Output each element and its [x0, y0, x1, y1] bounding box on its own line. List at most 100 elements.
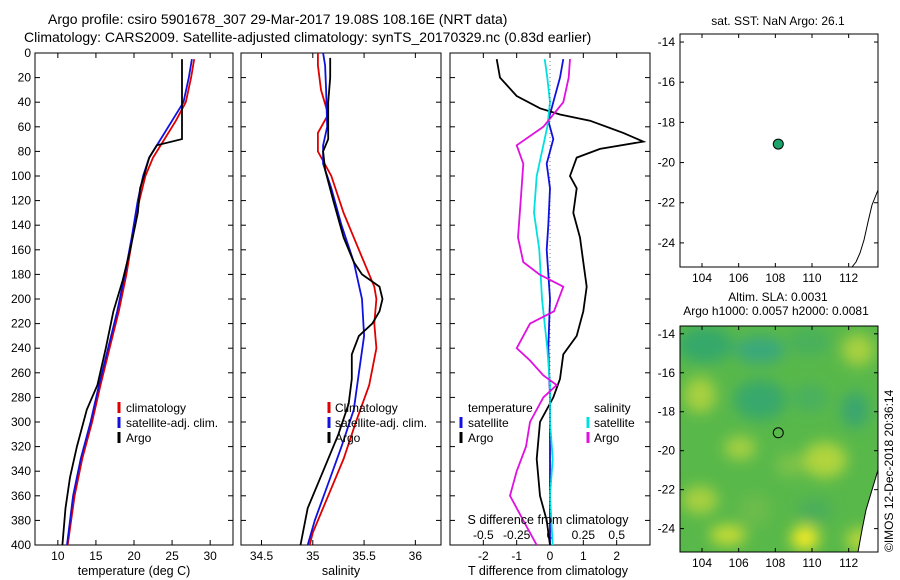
x-tick-label: 2 [613, 549, 620, 563]
series-line-temperature-argo [495, 58, 647, 545]
series-line-climatology [66, 58, 196, 545]
map-y-tick-label: -22 [658, 196, 676, 210]
map-y-tick-label: -18 [658, 405, 676, 419]
map-x-tick-label: 110 [802, 556, 821, 570]
series-line-argo [61, 59, 183, 545]
x-tick-label: 1 [580, 549, 587, 563]
y-tick-label: 220 [11, 317, 31, 331]
sst-argo-marker [772, 138, 784, 150]
difference-legend: temperature satellite Argo salinity sate… [459, 401, 635, 445]
title-line2: Climatology: CARS2009. Satellite-adjuste… [24, 29, 591, 45]
x-tick-label: 15 [89, 549, 103, 563]
legend-temp-argo: Argo [468, 431, 494, 445]
y-tick-label: 280 [11, 390, 31, 404]
series-line-salinity-argo [509, 59, 571, 545]
map-x-tick-label: 104 [692, 271, 712, 285]
series-line-climatology [308, 53, 378, 545]
x-tick-label: 10 [51, 549, 65, 563]
x-tick-label: 35 [306, 549, 320, 563]
x-tick-label: 30 [203, 549, 217, 563]
salinity-xlabel: salinity [322, 564, 361, 578]
map-y-tick-label: -18 [658, 115, 676, 129]
y-tick-label: 40 [18, 95, 32, 109]
map-y-tick-label: -16 [658, 75, 676, 89]
y-tick-label: 240 [11, 341, 31, 355]
y-tick-label: 100 [11, 169, 31, 183]
s-diff-tick-label: -0.5 [473, 528, 494, 542]
series-line-satellite-adj-clim- [306, 53, 366, 545]
x-tick-label: 0 [547, 549, 554, 563]
map-x-tick-label: 112 [839, 271, 858, 285]
y-tick-label: 20 [18, 71, 32, 85]
legend-argo: Argo [335, 431, 361, 445]
y-tick-label: 400 [11, 538, 31, 552]
y-tick-label: 160 [11, 243, 31, 257]
legend-climatology: climatology [126, 401, 186, 415]
temperature-xlabel: temperature (deg C) [78, 564, 191, 578]
sst-map-title: sat. SST: NaN Argo: 26.1 [711, 14, 845, 28]
x-tick-label: 20 [127, 549, 141, 563]
x-tick-label: 35.5 [352, 549, 376, 563]
legend-climatology: Climatology [335, 401, 398, 415]
map-y-tick-label: -16 [658, 366, 676, 380]
y-tick-label: 260 [11, 366, 31, 380]
x-tick-label: 36 [409, 549, 423, 563]
map-y-tick-label: -14 [658, 35, 676, 49]
legend-salinity-title: salinity [594, 401, 631, 415]
y-tick-label: 360 [11, 489, 31, 503]
y-tick-label: 380 [11, 513, 31, 527]
map-x-tick-label: 106 [729, 556, 749, 570]
map-y-tick-label: -24 [658, 522, 676, 536]
map-y-tick-label: -20 [658, 156, 676, 170]
legend-argo: Argo [126, 431, 152, 445]
map-x-tick-label: 104 [692, 556, 712, 570]
sst-map-axes [679, 33, 879, 268]
x-tick-label: -1 [511, 549, 522, 563]
title-line1: Argo profile: csiro 5901678_307 29-Mar-2… [48, 11, 507, 27]
map-y-tick-label: -22 [658, 483, 676, 497]
credit-text: ©IMOS 12-Dec-2018 20:36:14 [882, 389, 896, 552]
y-tick-label: 120 [11, 194, 31, 208]
legend-temp-satellite: satellite [468, 416, 509, 430]
legend-satellite-adj: satellite-adj. clim. [126, 416, 218, 430]
x-tick-label: -2 [478, 549, 489, 563]
salinity-axes [240, 52, 442, 546]
sla-map-axes [679, 325, 879, 553]
sla-heatmap [680, 326, 878, 552]
series-line-salinity-satellite [533, 58, 554, 545]
legend-sal-satellite: satellite [594, 416, 635, 430]
sla-argo-marker [772, 427, 784, 439]
y-tick-label: 200 [11, 292, 31, 306]
map-y-tick-label: -24 [658, 236, 676, 250]
s-diff-tick-label: -0.25 [503, 528, 531, 542]
sla-map-title: Altim. SLA: 0.0031 [728, 290, 828, 304]
legend-sal-argo: Argo [594, 431, 620, 445]
series-line-argo [299, 57, 384, 545]
s-difference-label: S difference from climatology [468, 513, 630, 527]
y-tick-label: 180 [11, 267, 31, 281]
s-diff-tick-label: 0.25 [572, 528, 596, 542]
legend-temperature-title: temperature [468, 401, 533, 415]
y-tick-label: 0 [24, 46, 31, 60]
map-y-tick-label: -14 [658, 327, 676, 341]
series-line-temperature-satellite [545, 58, 565, 545]
x-tick-label: 34.5 [250, 549, 274, 563]
y-tick-label: 320 [11, 440, 31, 454]
map-x-tick-label: 108 [765, 271, 785, 285]
map-y-tick-label: -20 [658, 444, 676, 458]
temperature-legend: climatology satellite-adj. clim. Argo [117, 401, 218, 445]
sst-coastline [851, 189, 879, 268]
y-tick-label: 300 [11, 415, 31, 429]
salinity-legend: Climatology satellite-adj. clim. Argo [327, 401, 427, 445]
map-x-tick-label: 108 [765, 556, 785, 570]
y-tick-label: 60 [18, 120, 32, 134]
map-x-tick-label: 112 [839, 556, 858, 570]
s-diff-tick-label: 0.5 [608, 528, 625, 542]
y-tick-label: 340 [11, 464, 31, 478]
legend-satellite-adj: satellite-adj. clim. [335, 416, 427, 430]
map-x-tick-label: 110 [802, 271, 821, 285]
y-tick-label: 140 [11, 218, 31, 232]
x-tick-label: 25 [165, 549, 179, 563]
temperature-axes [34, 52, 234, 546]
